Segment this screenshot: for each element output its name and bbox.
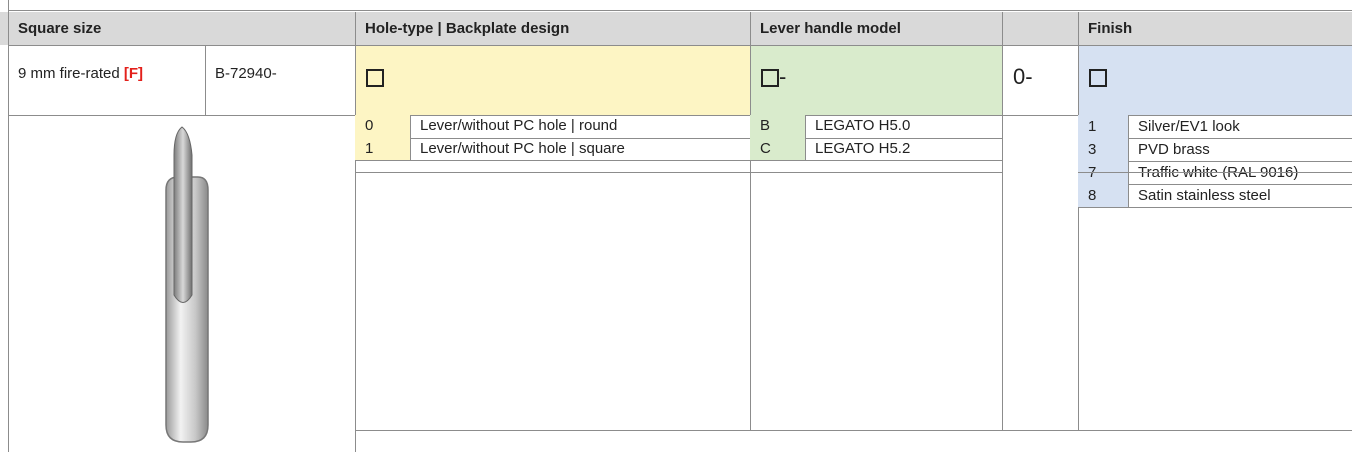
checkbox[interactable] (366, 69, 384, 87)
code-bg (750, 115, 805, 138)
rule (355, 12, 356, 452)
header-bg (0, 12, 1352, 45)
rule (1078, 138, 1352, 139)
fixed-code: 0- (1013, 64, 1033, 89)
option-code: 8 (1088, 187, 1097, 204)
checkbox[interactable] (761, 69, 779, 87)
rule (1078, 12, 1079, 430)
rule (750, 172, 1002, 173)
option-label: PVD brass (1138, 141, 1210, 158)
option-label: LEGATO H5.0 (815, 117, 911, 134)
option-code: C (760, 139, 771, 157)
header-cell: Hole-type | Backplate design (365, 20, 570, 37)
rule (355, 137, 750, 139)
product-image (165, 126, 209, 443)
lever-suffix: - (779, 64, 787, 89)
rule (1078, 184, 1352, 185)
rule (8, 10, 1352, 11)
rule (205, 45, 206, 115)
rule (355, 160, 750, 161)
rule (355, 172, 750, 173)
size-cell: 9 mm fire-rated [F] (18, 64, 143, 84)
option-label: Satin stainless steel (1138, 187, 1271, 204)
article-cell: B-72940- (215, 65, 277, 82)
code-bg (355, 137, 410, 160)
option-code: 3 (1088, 141, 1097, 158)
option-code: 0 (365, 117, 374, 134)
header-cell: Lever handle model (760, 20, 901, 37)
finish-bg (1078, 45, 1352, 115)
code-bg (1078, 184, 1128, 207)
rule (805, 115, 806, 160)
hole-bg (355, 45, 750, 115)
rule (410, 115, 411, 160)
rule (1078, 161, 1352, 162)
option-label: Lever/without PC hole | square (420, 139, 625, 157)
option-label: LEGATO H5.2 (815, 139, 911, 157)
rule (750, 160, 1002, 161)
rule (355, 430, 1352, 431)
option-label: Silver/EV1 look (1138, 118, 1240, 135)
rule (750, 137, 1002, 139)
option-label: Lever/without PC hole | round (420, 117, 618, 134)
rule (8, 115, 1352, 116)
lever-bg (750, 45, 1002, 115)
rule (1078, 172, 1352, 173)
header-cell: Square size (18, 20, 102, 37)
code-bg (355, 115, 410, 138)
rule (8, 0, 9, 452)
code-bg (1078, 138, 1128, 161)
code-bg (750, 137, 805, 160)
size-text: 9 mm fire-rated (18, 65, 120, 82)
header-cell: Finish (1088, 20, 1133, 37)
rule (1078, 207, 1352, 208)
rule (750, 12, 751, 430)
rule (8, 45, 1352, 46)
checkbox[interactable] (1089, 69, 1107, 87)
code-bg (1078, 115, 1128, 138)
fire-mark: [F] (123, 65, 144, 82)
option-code: 1 (365, 139, 374, 157)
rule (1128, 115, 1129, 207)
option-code: 1 (1088, 118, 1097, 135)
option-code: B (760, 117, 771, 134)
rule (1002, 12, 1003, 430)
